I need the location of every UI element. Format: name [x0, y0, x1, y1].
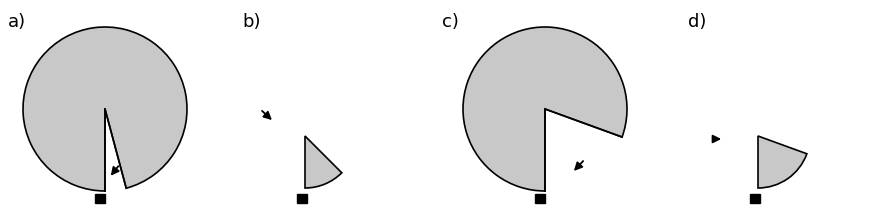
Text: a): a) [8, 13, 26, 31]
Bar [297, 194, 307, 203]
Wedge shape [305, 136, 342, 188]
Text: b): b) [241, 13, 260, 31]
Text: c): c) [442, 13, 459, 31]
Text: d): d) [687, 13, 705, 31]
Wedge shape [462, 27, 627, 191]
Wedge shape [757, 136, 806, 188]
Bar [749, 194, 759, 203]
Bar [95, 194, 105, 203]
Wedge shape [23, 27, 187, 191]
Bar [535, 194, 544, 203]
